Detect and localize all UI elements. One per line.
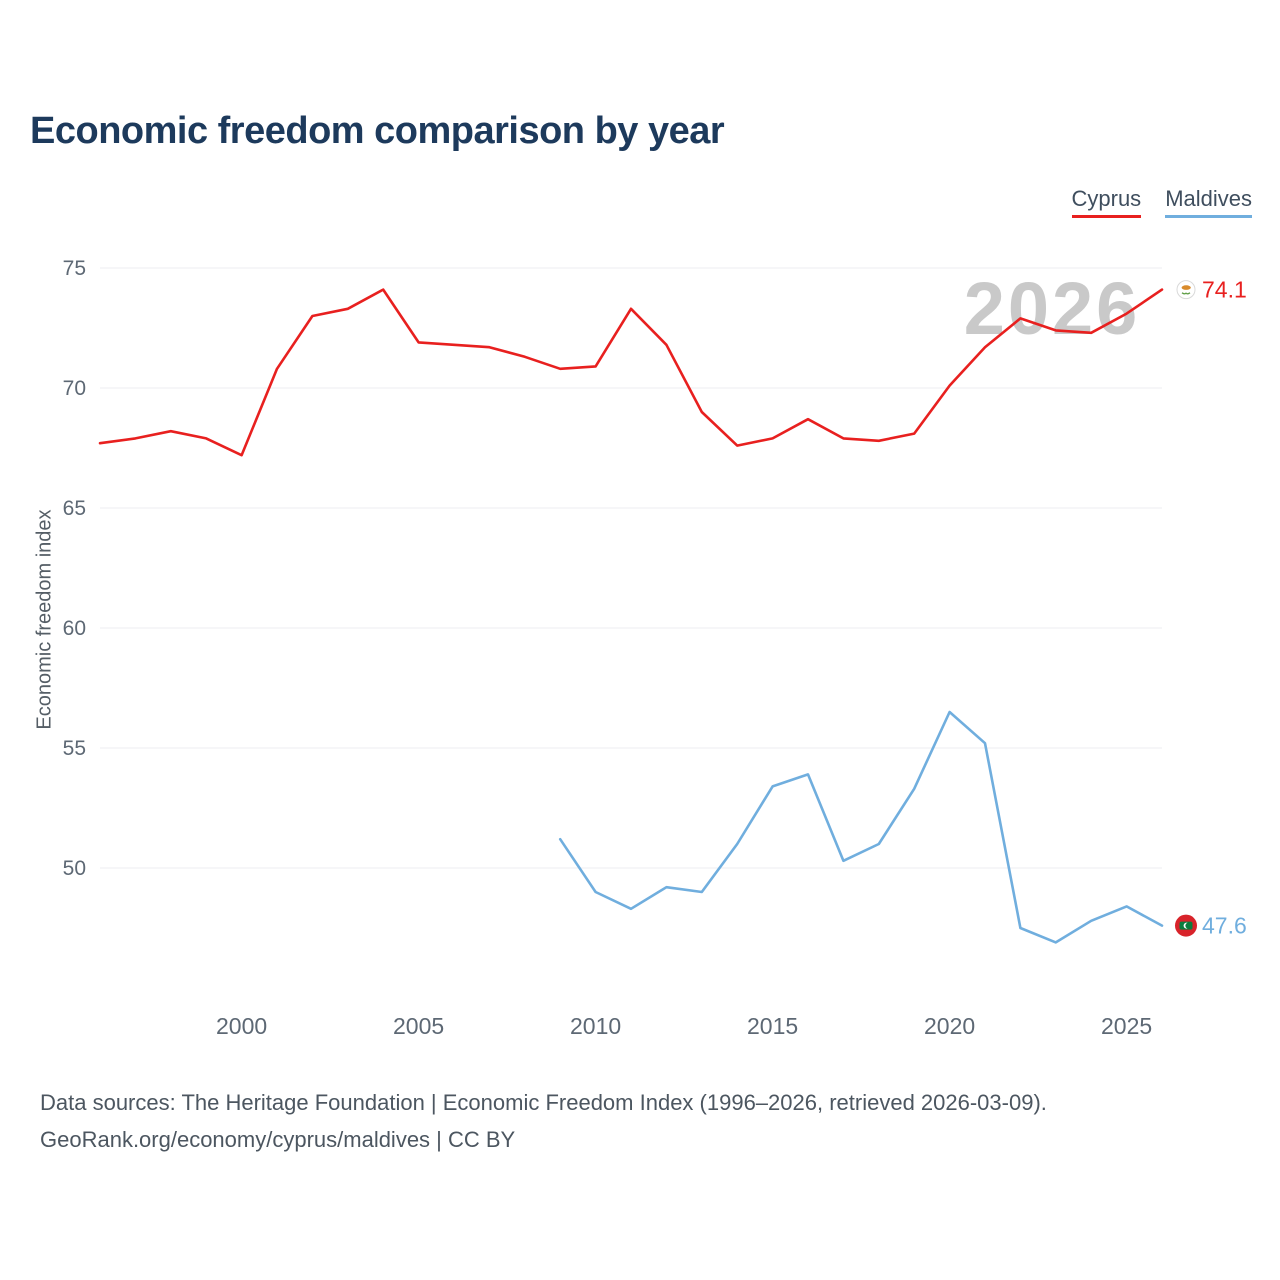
y-axis-label: Economic freedom index xyxy=(33,509,56,730)
legend-item-cyprus[interactable]: Cyprus xyxy=(1071,186,1142,218)
x-tick-label: 2025 xyxy=(1101,1013,1152,1039)
x-tick-label: 2015 xyxy=(747,1013,798,1039)
cyprus-end-value: 74.1 xyxy=(1202,277,1247,303)
y-tick-label: 70 xyxy=(63,377,86,400)
x-tick-label: 2010 xyxy=(570,1013,621,1039)
chart-canvas: 50 55 60 65 70 75 2000 2005 2010 2015 2020 2025 2026… xyxy=(63,257,1247,1039)
maldives-flag-icon xyxy=(1175,914,1197,937)
x-tick-label: 2005 xyxy=(393,1013,444,1039)
data-sources-text: Data sources: The Heritage Foundation | … xyxy=(40,1090,1047,1115)
y-tick-label: 75 xyxy=(63,257,86,280)
page-title: Economic freedom comparison by year xyxy=(30,110,725,152)
series-line-cyprus xyxy=(98,288,1164,457)
attribution-text: GeoRank.org/economy/cyprus/maldives | CC… xyxy=(40,1127,516,1152)
x-tick-label: 2020 xyxy=(924,1013,975,1039)
y-tick-label: 50 xyxy=(63,857,86,880)
legend-item-maldives[interactable]: Maldives xyxy=(1165,186,1252,218)
y-tick-label: 55 xyxy=(63,737,86,760)
legend: Cyprus Maldives xyxy=(1071,186,1252,218)
cyprus-flag-icon xyxy=(1176,280,1196,300)
y-tick-label: 60 xyxy=(63,617,86,640)
watermark-year: 2026 xyxy=(964,267,1141,350)
maldives-end-value: 47.6 xyxy=(1202,913,1247,939)
series-line-maldives xyxy=(558,710,1164,944)
y-tick-label: 65 xyxy=(63,497,86,520)
footer: Data sources: The Heritage Foundation | … xyxy=(40,1084,1047,1158)
x-tick-label: 2000 xyxy=(216,1013,267,1039)
